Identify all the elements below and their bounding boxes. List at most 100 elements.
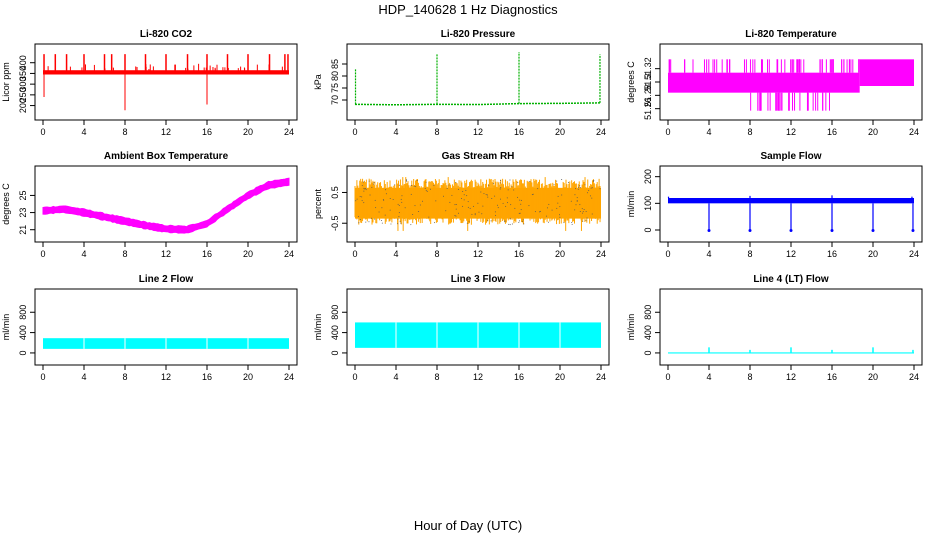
- rh-dot: [397, 223, 399, 225]
- rh-dot: [576, 200, 578, 202]
- y-tick-label: 350: [18, 66, 28, 81]
- rh-dot: [579, 185, 581, 187]
- x-tick-label: 24: [909, 372, 919, 382]
- rh-dot: [359, 195, 361, 197]
- rh-dot: [500, 179, 502, 181]
- rh-dot: [513, 189, 515, 191]
- rh-dot: [451, 194, 453, 196]
- rh-dot: [414, 205, 416, 207]
- rh-dot: [574, 194, 576, 196]
- rh-dot: [392, 199, 394, 201]
- rh-dot: [590, 187, 592, 189]
- data-layer: [42, 177, 290, 234]
- chart-panel-4: Ambient Box Temperature degrees C 0 4 8 12 16 2…: [1, 151, 298, 259]
- y-tick-label: 25: [18, 190, 28, 200]
- chart-panel-3: Li-820 Temperature degrees C 0 4 8 12 16 20 24 51…: [626, 29, 923, 137]
- rh-dot: [389, 197, 391, 199]
- rh-dot: [472, 205, 474, 207]
- rh-dot: [514, 207, 516, 209]
- rh-dot: [433, 184, 435, 186]
- rh-dot: [589, 195, 591, 197]
- rh-dot: [461, 197, 463, 199]
- x-tick-label: 12: [473, 127, 483, 137]
- rh-dot: [531, 194, 533, 196]
- rh-dot: [425, 189, 427, 191]
- rh-dot: [446, 188, 448, 190]
- flow-band: [668, 198, 914, 204]
- x-tick-label: 20: [868, 249, 878, 259]
- rh-dot: [371, 186, 373, 188]
- rh-dot: [580, 187, 582, 189]
- x-tick-label: 12: [161, 249, 171, 259]
- rh-dot: [365, 221, 367, 223]
- rh-dot: [591, 213, 593, 215]
- y-tick-label: -0.5: [330, 215, 340, 231]
- rh-dot: [384, 189, 386, 191]
- rh-dot: [421, 200, 423, 202]
- x-tick-label: 12: [161, 127, 171, 137]
- y-axis-label: ml/min: [313, 314, 323, 341]
- chart-title: Line 3 Flow: [451, 274, 506, 285]
- x-tick-label: 0: [665, 249, 670, 259]
- x-tick-label: 8: [747, 249, 752, 259]
- chart-title: Line 2 Flow: [139, 274, 194, 285]
- rh-dot: [463, 199, 465, 201]
- rh-dot: [425, 181, 427, 183]
- rh-dot: [404, 207, 406, 209]
- rh-dot: [576, 197, 578, 199]
- x-tick-label: 16: [827, 127, 837, 137]
- rh-dot: [462, 191, 464, 193]
- y-tick-label: 85: [330, 59, 340, 69]
- rh-dot: [373, 183, 375, 185]
- rh-dot: [358, 222, 360, 224]
- x-tick-label: 8: [747, 372, 752, 382]
- x-tick-label: 4: [393, 249, 398, 259]
- x-tick-label: 24: [596, 372, 606, 382]
- rh-dot: [469, 207, 471, 209]
- rh-dot: [374, 199, 376, 201]
- x-tick-label: 4: [706, 249, 711, 259]
- rh-dot: [471, 213, 473, 215]
- rh-dot: [509, 179, 511, 181]
- x-tick-label: 20: [243, 127, 253, 137]
- data-layer: [668, 347, 914, 354]
- rh-dot: [561, 194, 563, 196]
- rh-dot: [373, 182, 375, 184]
- y-tick-label: 51.3: [643, 73, 653, 91]
- x-tick-label: 4: [706, 127, 711, 137]
- rh-dot: [363, 202, 365, 204]
- rh-dot: [584, 184, 586, 186]
- x-tick-label: 4: [393, 127, 398, 137]
- y-tick-label: 0: [643, 350, 653, 355]
- rh-dot: [455, 215, 457, 217]
- rh-dot: [466, 195, 468, 197]
- rh-dot: [374, 218, 376, 220]
- x-tick-label: 8: [122, 127, 127, 137]
- x-tick-label: 4: [81, 249, 86, 259]
- rh-dot: [363, 188, 365, 190]
- rh-dot: [561, 178, 563, 180]
- rh-dot: [575, 188, 577, 190]
- rh-dot: [364, 187, 366, 189]
- y-axis-label: kPa: [313, 74, 323, 90]
- rh-dot: [455, 182, 457, 184]
- rh-dot: [519, 199, 521, 201]
- rh-dot: [474, 214, 476, 216]
- rh-dot: [508, 223, 510, 225]
- rh-dot: [577, 188, 579, 190]
- rh-dot: [478, 211, 480, 213]
- y-tick-label: 400: [643, 325, 653, 340]
- rh-dot: [361, 200, 363, 202]
- rh-dot: [359, 218, 361, 220]
- y-tick-label: 0: [18, 350, 28, 355]
- rh-dot: [481, 213, 483, 215]
- rh-dot: [528, 205, 530, 207]
- rh-dot: [574, 209, 576, 211]
- rh-dot: [504, 221, 506, 223]
- rh-dot: [435, 200, 437, 202]
- rh-dot: [457, 212, 459, 214]
- y-axis-label: ml/min: [626, 191, 636, 218]
- rh-dot: [398, 212, 400, 214]
- x-tick-label: 8: [122, 249, 127, 259]
